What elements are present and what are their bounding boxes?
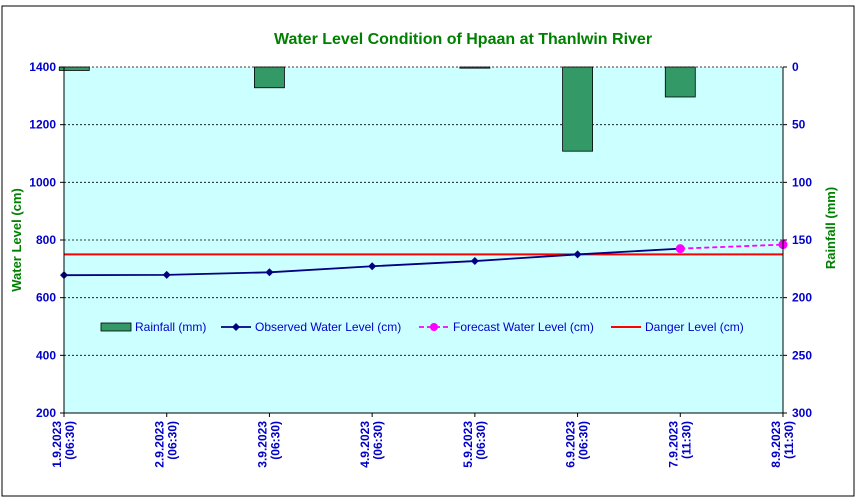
- legend-label-danger: Danger Level (cm): [645, 320, 744, 334]
- legend-marker-forecast: [430, 323, 438, 331]
- x-tick-date: 2.9.2023: [153, 421, 167, 468]
- y-axis-title-left-text: Water Level (cm): [9, 188, 24, 292]
- x-tick-label: 6.9.2023 (06:30): [564, 421, 591, 468]
- observed-point: [368, 262, 377, 271]
- plot-area: [64, 67, 783, 413]
- x-tick-time: (06:30): [577, 421, 591, 460]
- x-tick-label: 7.9.2023 (11:30): [666, 421, 693, 468]
- y-tick-label-right: 300: [792, 406, 812, 420]
- y-tick-label-right: 50: [792, 118, 806, 132]
- x-tick-date: 3.9.2023: [255, 421, 269, 468]
- y-tick-label-left: 200: [36, 406, 56, 420]
- y-axis-title-right: Rainfall (mm): [823, 187, 838, 269]
- x-tick-label: 2.9.2023 (06:30): [153, 421, 180, 468]
- rainfall-bar: [664, 66, 696, 98]
- chart-title: Water Level Condition of Hpaan at Thanlw…: [274, 31, 652, 48]
- y-tick-label-left: 1400: [29, 60, 56, 74]
- x-tick-date: 1.9.2023: [50, 421, 64, 468]
- forecast-water-level-line: [680, 243, 784, 250]
- x-tick-time: (11:30): [679, 421, 693, 459]
- y-tick-label-right: 0: [792, 60, 799, 74]
- y-tick-label-right: 200: [792, 291, 812, 305]
- x-tick-time: (06:30): [474, 421, 488, 460]
- y-axis-title-left: Water Level (cm): [9, 188, 24, 292]
- x-tick-label: 5.9.2023 (06:30): [461, 421, 488, 468]
- rainfall-bar: [254, 66, 285, 89]
- x-tick-label: 1.9.2023 (06:30): [50, 421, 77, 468]
- x-tick-time: (06:30): [268, 421, 282, 460]
- x-tick-date: 4.9.2023: [358, 421, 372, 468]
- x-tick-date: 6.9.2023: [564, 421, 578, 468]
- x-tick-time: (06:30): [371, 421, 385, 460]
- x-tick-label: 8.9.2023 (11:30): [769, 421, 796, 468]
- rainfall-bar: [562, 66, 593, 152]
- x-tick-date: 7.9.2023: [666, 421, 680, 468]
- rainfall-bar: [459, 66, 491, 69]
- y-axis-title-right-text: Rainfall (mm): [823, 187, 838, 269]
- legend-label-rainfall: Rainfall (mm): [135, 320, 206, 334]
- y-tick-label-right: 150: [792, 233, 812, 247]
- y-tick-label-left: 1200: [29, 118, 56, 132]
- y-tick-label-left: 400: [36, 348, 56, 362]
- x-tick-label: 3.9.2023 (06:30): [255, 421, 282, 468]
- observed-point: [265, 268, 274, 277]
- forecast-point: [675, 244, 685, 254]
- x-tick-label: 4.9.2023 (06:30): [358, 421, 385, 468]
- x-tick-time: (06:30): [166, 421, 180, 460]
- x-tick-date: 8.9.2023: [769, 421, 783, 468]
- x-tick-date: 5.9.2023: [461, 421, 475, 468]
- x-tick-time: (06:30): [63, 421, 77, 460]
- observed-point: [162, 270, 171, 279]
- y-tick-label-right: 100: [792, 175, 812, 189]
- y-tick-label-left: 600: [36, 291, 56, 305]
- observed-point: [470, 257, 479, 266]
- y-tick-label-left: 800: [36, 233, 56, 247]
- rainfall-bar: [58, 66, 90, 71]
- legend-marker-observed: [232, 323, 240, 331]
- legend-label-observed: Observed Water Level (cm): [255, 320, 401, 334]
- legend-label-forecast: Forecast Water Level (cm): [453, 320, 594, 334]
- x-tick-time: (11:30): [782, 421, 796, 459]
- observed-point: [573, 250, 582, 259]
- legend-swatch-rainfall: [100, 322, 132, 332]
- y-tick-label-left: 1000: [29, 175, 56, 189]
- y-tick-label-right: 250: [792, 348, 812, 362]
